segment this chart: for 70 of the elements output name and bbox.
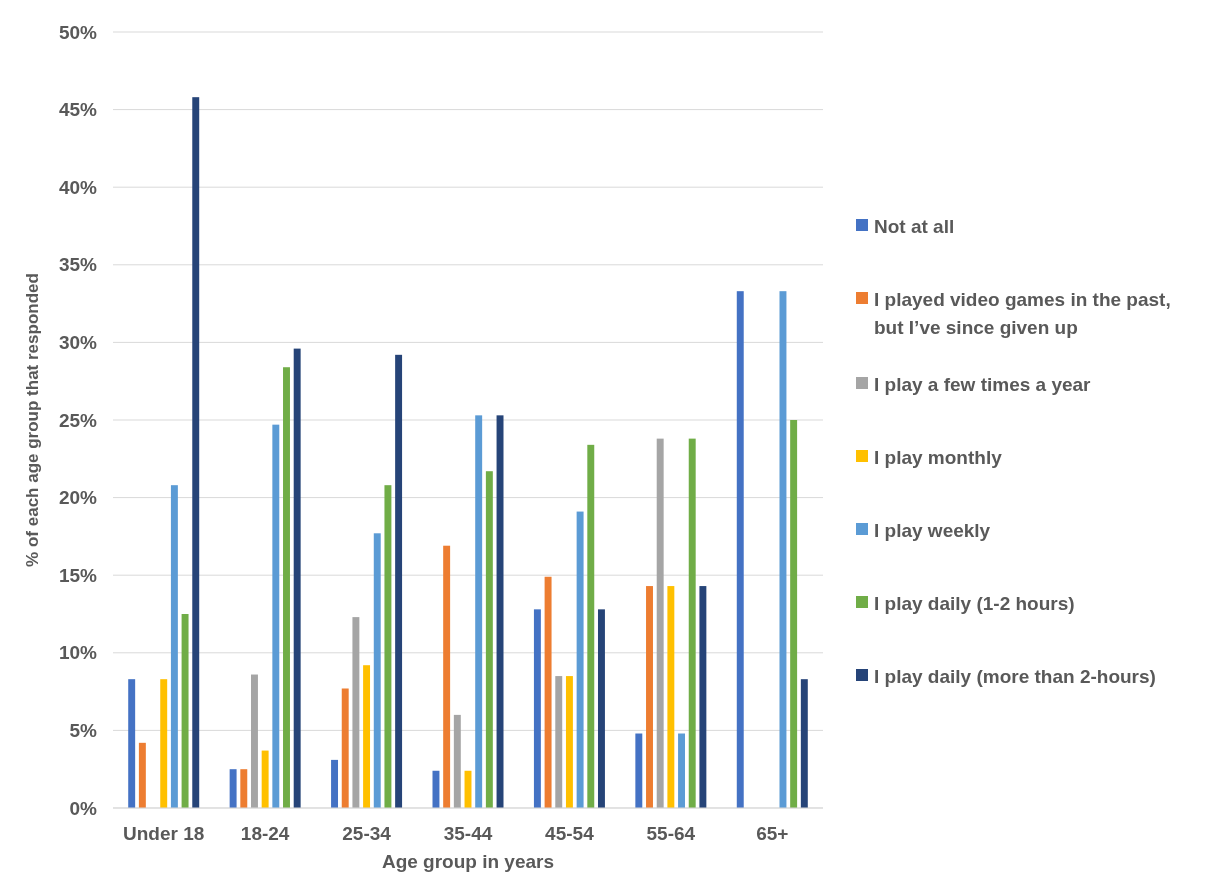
bar	[565, 676, 573, 808]
legend-label: I play monthly	[874, 446, 1003, 468]
x-tick-label: 25-34	[342, 823, 392, 844]
bar	[229, 769, 237, 808]
bar	[533, 609, 541, 808]
bar	[373, 533, 381, 808]
legend-label: I play weekly	[874, 519, 991, 541]
y-tick-label: 30%	[58, 332, 98, 354]
bar	[597, 609, 605, 808]
y-tick-label: 10%	[58, 642, 98, 664]
bar	[395, 354, 403, 808]
bar	[496, 415, 504, 808]
bar	[170, 485, 178, 808]
bar	[293, 348, 301, 808]
bar	[138, 742, 146, 808]
legend-label: I played video games in the past, but I’ve since given up	[874, 288, 1171, 338]
bar	[192, 97, 200, 808]
legend-label: I play daily (more than 2-hours)	[874, 665, 1156, 687]
bar	[587, 444, 595, 808]
bar	[384, 485, 392, 808]
bar	[160, 679, 168, 808]
bar	[251, 674, 258, 808]
bar	[352, 617, 360, 808]
bar	[363, 665, 371, 808]
y-tick-label: 25%	[58, 409, 98, 431]
x-tick-label: 45-54	[545, 823, 595, 844]
y-tick-label: 20%	[58, 487, 98, 509]
bar	[240, 769, 248, 808]
x-tick-label: Under 18	[123, 823, 205, 844]
bar	[576, 511, 584, 808]
x-axis-title: Age group in years	[381, 851, 555, 872]
legend-label: Not at all	[874, 215, 955, 237]
bar	[475, 415, 483, 808]
bar	[555, 676, 563, 808]
bar	[181, 614, 189, 808]
bar	[646, 586, 653, 808]
y-tick-label: 50%	[58, 21, 98, 43]
y-tick-label: 45%	[58, 99, 98, 121]
bar	[261, 750, 269, 808]
legend-label: I play daily (1-2 hours)	[874, 592, 1075, 614]
y-tick-label: 15%	[58, 564, 98, 586]
bar	[128, 679, 136, 808]
bar	[736, 291, 744, 808]
bar	[272, 424, 280, 808]
bar	[656, 438, 664, 808]
bar	[667, 586, 675, 808]
bar	[699, 586, 707, 808]
bar	[331, 759, 339, 808]
legend-label: I play a few times a year	[874, 373, 1092, 395]
x-tick-label: 18-24	[240, 823, 290, 844]
y-tick-label: 5%	[69, 720, 98, 742]
bar	[341, 688, 349, 808]
bar	[678, 733, 685, 808]
bar	[453, 714, 461, 808]
bar	[688, 438, 696, 808]
bar	[635, 733, 643, 808]
y-tick-label: 40%	[58, 176, 98, 198]
x-tick-label: 65+	[756, 823, 789, 844]
bar	[779, 291, 787, 808]
bar	[443, 545, 451, 808]
x-tick-label: 35-44	[443, 823, 493, 844]
bar	[283, 367, 290, 808]
y-tick-label: 0%	[69, 797, 98, 819]
bar	[800, 679, 808, 808]
x-tick-label: 55-64	[646, 823, 696, 844]
bar	[544, 576, 552, 808]
y-axis-title: % of each age group that responded	[23, 273, 42, 567]
bar	[790, 420, 798, 808]
y-tick-label: 35%	[58, 254, 98, 276]
bar	[485, 471, 493, 808]
